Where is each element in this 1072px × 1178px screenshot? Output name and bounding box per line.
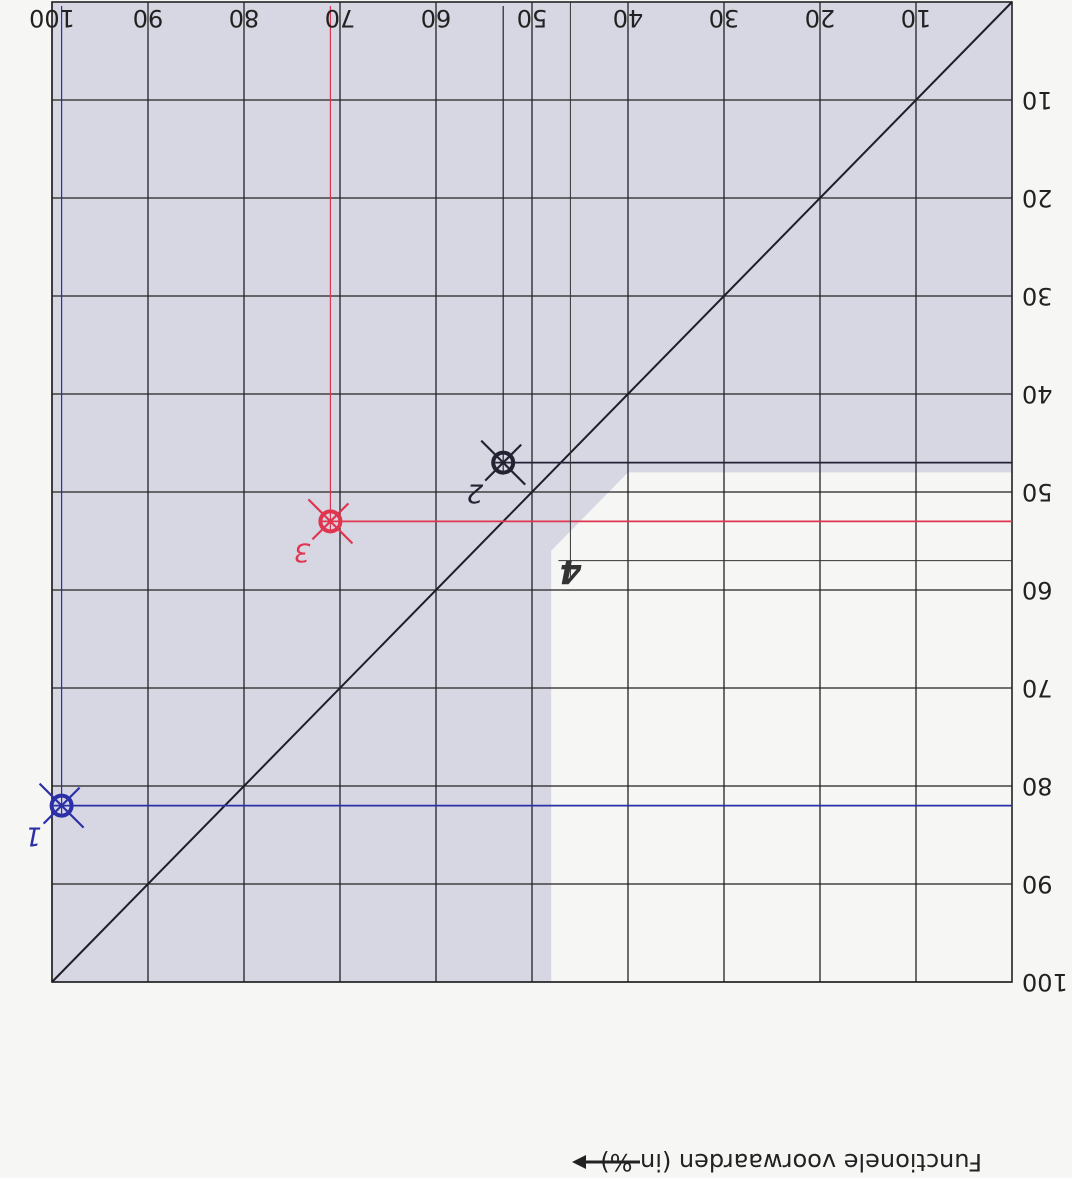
- y-tick-labels: 10 20 30 40 50 60 70 80 90 100: [1022, 86, 1068, 996]
- x-axis-arrow-head: [572, 1155, 586, 1169]
- x-tick-labels: 10 20 30 40 50 60 70 80 90 100: [29, 4, 931, 32]
- markers: 1 2 3 4: [25, 439, 583, 851]
- annotation-label-4: 4: [559, 553, 582, 591]
- reference-line: [51, 1, 1013, 983]
- x-tick-label-60: 60: [421, 4, 452, 32]
- marker-label-2: 2: [467, 478, 484, 508]
- y-tick-label-90: 90: [1022, 870, 1053, 898]
- y-tick-label-50: 50: [1022, 478, 1053, 506]
- rotated-chart: 1 2 3 4 10 20 30 40 50 60 70 80 90 100 10 20 30 40 50 60 7…: [25, 1, 1068, 1176]
- y-tick-label-60: 60: [1022, 576, 1053, 604]
- marker-1: [49, 793, 74, 818]
- marker-3: [318, 509, 343, 534]
- marker-label-3: 3: [294, 536, 311, 566]
- x-tick-label-10: 10: [901, 4, 932, 32]
- marker-cross-b-2: [484, 443, 522, 482]
- x-tick-label-50: 50: [517, 4, 548, 32]
- diagonal-line: [51, 1, 1013, 983]
- x-tick-label-70: 70: [325, 4, 356, 32]
- x-tick-label-30: 30: [709, 4, 740, 32]
- x-tick-label-40: 40: [613, 4, 644, 32]
- marker-cross-b-3: [311, 502, 350, 541]
- y-tick-label-10: 10: [1022, 86, 1053, 114]
- x-axis-label: Functionele voorwaarden (in %): [600, 1148, 982, 1176]
- y-tick-label-20: 20: [1022, 184, 1053, 212]
- x-axis-label-group: Functionele voorwaarden (in %): [572, 1148, 982, 1176]
- marker-label-1: 1: [25, 821, 42, 851]
- y-tick-label-70: 70: [1022, 674, 1053, 702]
- y-tick-label-30: 30: [1022, 282, 1053, 310]
- y-tick-label-100: 100: [1022, 968, 1068, 996]
- y-tick-label-80: 80: [1022, 772, 1053, 800]
- guide-lines: [53, 2, 1012, 818]
- x-tick-label-90: 90: [133, 4, 164, 32]
- marker-2: [491, 450, 516, 475]
- x-tick-label-80: 80: [229, 4, 260, 32]
- x-tick-label-100: 100: [29, 4, 75, 32]
- marker-cross-b-1: [42, 786, 81, 825]
- y-tick-label-40: 40: [1022, 380, 1053, 408]
- x-tick-label-20: 20: [805, 4, 836, 32]
